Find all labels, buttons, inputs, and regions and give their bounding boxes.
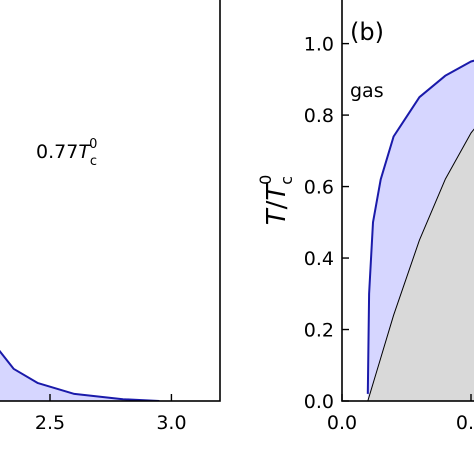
series-fill-b-1	[367, 129, 474, 401]
series-line-b-0	[366, 59, 474, 394]
axes-frame-a	[0, 0, 221, 402]
y-tick-label-b: 0.0	[304, 391, 334, 413]
annotation-gas: gas	[350, 80, 384, 102]
plot-area-b	[366, 59, 474, 401]
y-tick-label-b: 0.6	[304, 177, 334, 199]
plot-area-a	[0, 349, 160, 401]
annotation-temperature: 0.77Tc0	[36, 137, 97, 169]
y-tick-label-b: 0.8	[304, 105, 334, 127]
panel-b: 0.0 0.5 0.0 0.2 0.4 0.6 0.8 1.0 (b) gas T/Tc0	[256, 0, 474, 434]
x-tick-label-a: 3.0	[156, 412, 186, 434]
series-line-a-0	[0, 349, 160, 401]
y-tick-label-b: 1.0	[304, 34, 334, 56]
x-tick-label-a: 2.5	[35, 412, 65, 434]
y-axis-label: T/Tc0	[256, 175, 296, 226]
y-tick-label-b: 0.2	[304, 320, 334, 342]
series-fill-a-0	[0, 351, 160, 401]
panel-a: 2.02.53.00.77Tc0	[0, 0, 221, 434]
x-tick-label-b: 0.0	[327, 412, 357, 434]
series-line-b-1	[367, 128, 474, 401]
x-tick-label-b: 0.5	[456, 412, 474, 434]
y-tick-label-b: 0.4	[304, 248, 334, 270]
panel-label-b: (b)	[350, 18, 384, 46]
